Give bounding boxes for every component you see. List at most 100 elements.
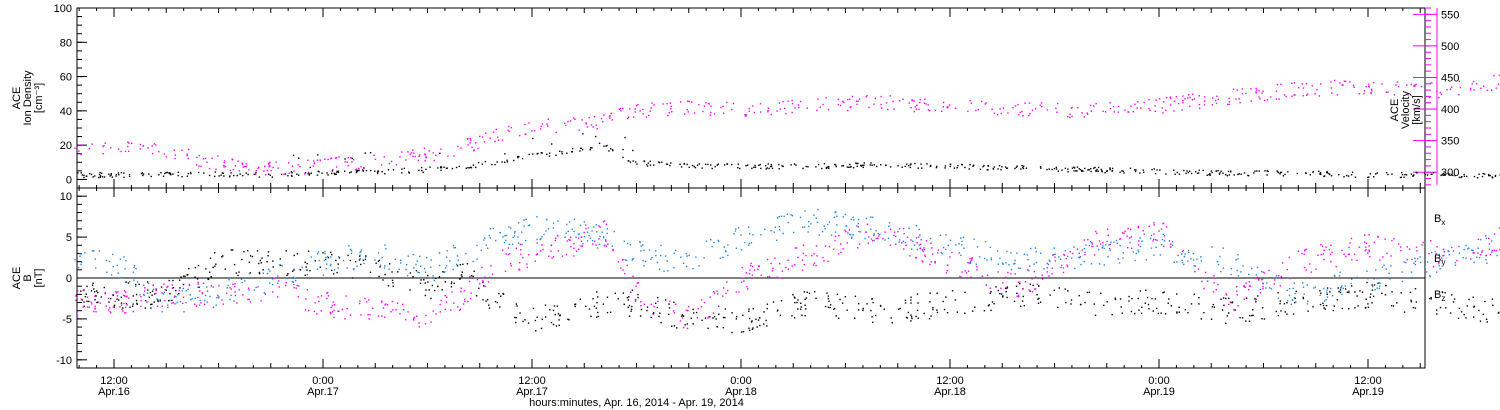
data-point bbox=[1069, 113, 1071, 115]
data-point bbox=[492, 131, 495, 133]
data-point bbox=[1243, 285, 1246, 287]
data-point bbox=[1471, 249, 1473, 251]
data-point bbox=[397, 271, 399, 273]
data-point bbox=[291, 165, 294, 167]
data-point bbox=[518, 155, 520, 158]
data-point bbox=[683, 163, 686, 165]
data-point bbox=[597, 311, 599, 314]
data-point bbox=[132, 305, 134, 307]
data-point bbox=[735, 247, 738, 249]
data-point bbox=[1441, 291, 1444, 294]
data-point bbox=[1404, 173, 1406, 176]
data-point bbox=[90, 290, 93, 292]
data-point bbox=[713, 315, 716, 318]
data-point bbox=[551, 143, 553, 145]
data-point bbox=[1481, 250, 1484, 252]
data-point bbox=[1018, 295, 1020, 298]
data-point bbox=[1450, 294, 1453, 296]
data-point bbox=[1084, 251, 1086, 254]
data-point bbox=[741, 277, 744, 279]
data-point bbox=[1182, 101, 1184, 104]
data-point bbox=[934, 262, 936, 264]
data-point bbox=[173, 296, 176, 298]
data-point bbox=[201, 293, 204, 295]
data-point bbox=[1228, 97, 1230, 100]
data-point bbox=[705, 240, 708, 242]
data-point bbox=[949, 239, 952, 242]
data-point bbox=[1032, 284, 1034, 287]
data-point bbox=[757, 268, 759, 271]
data-point bbox=[1153, 222, 1155, 224]
data-point bbox=[1406, 246, 1408, 248]
data-point bbox=[733, 232, 735, 235]
data-point bbox=[612, 248, 614, 251]
data-point bbox=[290, 171, 293, 173]
data-point bbox=[715, 318, 717, 320]
data-point bbox=[1410, 173, 1413, 175]
data-point bbox=[670, 108, 672, 110]
data-point bbox=[991, 301, 994, 303]
data-point bbox=[846, 309, 848, 311]
data-point bbox=[987, 165, 990, 167]
data-point bbox=[1370, 88, 1373, 91]
data-point bbox=[354, 169, 357, 171]
data-point bbox=[153, 293, 156, 295]
data-point bbox=[1022, 288, 1024, 290]
data-point bbox=[961, 164, 963, 166]
data-point bbox=[1312, 171, 1314, 173]
data-point bbox=[836, 215, 838, 217]
data-point bbox=[1187, 171, 1189, 174]
data-point bbox=[939, 234, 942, 236]
data-point bbox=[1349, 81, 1351, 83]
data-point bbox=[1414, 257, 1416, 260]
data-point bbox=[140, 172, 143, 175]
data-point bbox=[155, 292, 157, 295]
data-point bbox=[270, 169, 272, 172]
data-point bbox=[241, 162, 244, 164]
data-point bbox=[271, 278, 274, 280]
data-point bbox=[1403, 311, 1406, 313]
data-point bbox=[150, 303, 152, 306]
data-point bbox=[751, 328, 754, 330]
data-point bbox=[1491, 177, 1494, 179]
data-point bbox=[1374, 289, 1376, 291]
data-point bbox=[172, 279, 174, 282]
data-point bbox=[1326, 296, 1329, 298]
data-point bbox=[1073, 246, 1075, 248]
data-point bbox=[1477, 252, 1479, 254]
data-point bbox=[374, 170, 376, 172]
data-point bbox=[1467, 248, 1469, 250]
data-point bbox=[1397, 85, 1400, 88]
data-point bbox=[936, 292, 938, 294]
data-point bbox=[636, 163, 638, 165]
data-point bbox=[212, 306, 215, 309]
data-point bbox=[1139, 237, 1141, 239]
data-point bbox=[735, 291, 738, 293]
data-point bbox=[764, 165, 767, 167]
data-point bbox=[147, 282, 150, 285]
data-point bbox=[606, 228, 608, 230]
data-point bbox=[91, 250, 94, 252]
data-point bbox=[910, 296, 912, 298]
data-point bbox=[622, 107, 624, 110]
data-point bbox=[1248, 175, 1250, 177]
data-point bbox=[880, 163, 882, 166]
data-point bbox=[1028, 289, 1030, 291]
data-point bbox=[1373, 241, 1376, 244]
data-point bbox=[272, 260, 274, 262]
data-point bbox=[147, 289, 149, 291]
data-point bbox=[1429, 240, 1432, 242]
data-point bbox=[383, 267, 386, 269]
data-point bbox=[607, 243, 609, 245]
data-point bbox=[982, 165, 984, 168]
data-point bbox=[807, 231, 809, 233]
data-point bbox=[475, 166, 477, 169]
data-point bbox=[1488, 174, 1490, 177]
data-point bbox=[1354, 176, 1357, 178]
data-point bbox=[415, 263, 417, 266]
data-point bbox=[527, 224, 530, 227]
data-point bbox=[1067, 171, 1069, 173]
data-point bbox=[1097, 170, 1099, 172]
data-point bbox=[872, 301, 874, 304]
data-point bbox=[1137, 249, 1139, 251]
